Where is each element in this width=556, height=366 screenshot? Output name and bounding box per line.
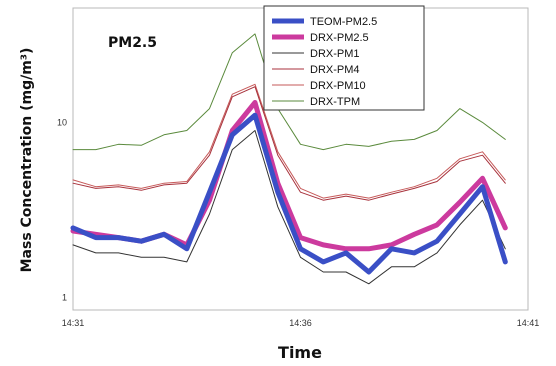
series-line-teom-pm2-5 [70,112,508,275]
x-axis-title: Time [278,343,322,362]
legend: TEOM-PM2.5 DRX-PM2.5 DRX-PM1 DRX-PM4 DRX-PM1… [263,5,425,111]
tick-layer: 1 10 14:31 14:36 14:41 [57,117,539,328]
legend-label: DRX-TPM [310,96,360,108]
legend-label: DRX-PM1 [310,48,360,60]
series-line-drx-pm1 [72,130,506,285]
series-line-drx-pm4 [72,86,506,201]
series-layer [70,33,508,285]
legend-label: DRX-PM2.5 [310,32,369,44]
y-axis-title: Mass Concentration (mg/m³) [19,48,35,273]
series-line-drx-tpm [72,33,506,151]
pm25-annotation: PM2.5 [108,35,157,51]
x-tick-label: 14:41 [517,318,540,328]
legend-label: TEOM-PM2.5 [310,16,377,28]
x-tick-label: 14:36 [289,318,312,328]
y-tick-label: 1 [62,293,67,303]
x-tick-label: 14:31 [62,318,85,328]
series-line-drx-pm10 [72,83,506,199]
legend-items: TEOM-PM2.5 DRX-PM2.5 DRX-PM1 DRX-PM4 DRX-PM1… [272,16,377,108]
legend-label: DRX-PM10 [310,80,366,92]
y-tick-label: 10 [57,117,67,127]
legend-label: DRX-PM4 [310,64,360,76]
